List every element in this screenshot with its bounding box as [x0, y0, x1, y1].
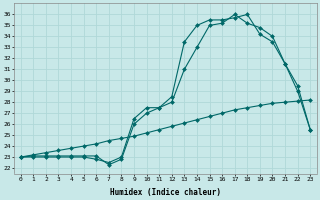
X-axis label: Humidex (Indice chaleur): Humidex (Indice chaleur) [110, 188, 221, 197]
